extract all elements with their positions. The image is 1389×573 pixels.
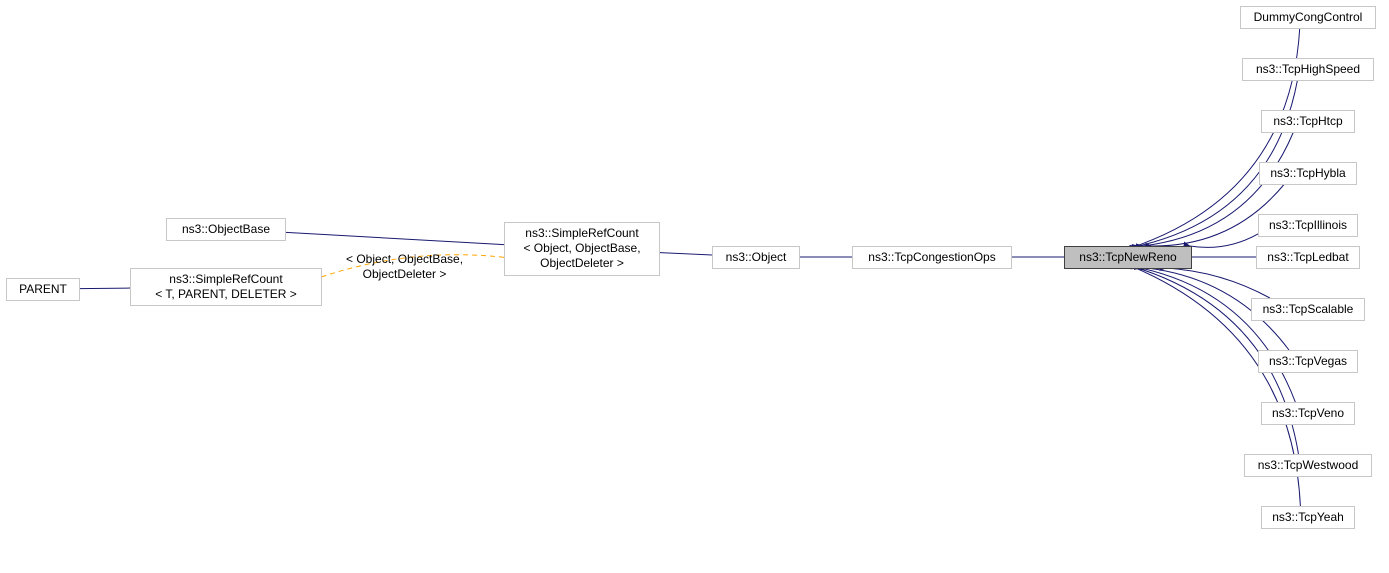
node-westwood[interactable]: ns3::TcpWestwood xyxy=(1244,454,1372,477)
edge-veno-to-newreno xyxy=(1141,268,1296,402)
node-newreno[interactable]: ns3::TcpNewReno xyxy=(1064,246,1192,269)
node-ledbat[interactable]: ns3::TcpLedbat xyxy=(1256,246,1360,269)
node-obj[interactable]: ns3::Object xyxy=(712,246,800,269)
edge-srct-to-parent xyxy=(80,288,130,289)
node-dummy[interactable]: DummyCongControl xyxy=(1240,6,1376,29)
inheritance-diagram: PARENT ns3::SimpleRefCount < T, PARENT, D… xyxy=(0,0,1389,573)
edge-srco-to-objbase xyxy=(286,232,504,244)
node-htcp[interactable]: ns3::TcpHtcp xyxy=(1261,110,1355,133)
edge-illinois-to-newreno xyxy=(1190,234,1258,248)
node-hybla[interactable]: ns3::TcpHybla xyxy=(1259,162,1357,185)
node-yeah[interactable]: ns3::TcpYeah xyxy=(1261,506,1355,529)
node-veno[interactable]: ns3::TcpVeno xyxy=(1261,402,1355,425)
node-illinois[interactable]: ns3::TcpIllinois xyxy=(1258,214,1358,237)
node-scalable[interactable]: ns3::TcpScalable xyxy=(1251,298,1365,321)
node-congops[interactable]: ns3::TcpCongestionOps xyxy=(852,246,1012,269)
edge-obj-to-srco xyxy=(660,253,712,255)
node-vegas[interactable]: ns3::TcpVegas xyxy=(1258,350,1358,373)
edge-scalable-to-newreno xyxy=(1166,268,1270,298)
node-srct[interactable]: ns3::SimpleRefCount < T, PARENT, DELETER… xyxy=(130,268,322,306)
node-highspeed[interactable]: ns3::TcpHighSpeed xyxy=(1242,58,1374,81)
node-srco[interactable]: ns3::SimpleRefCount < Object, ObjectBase… xyxy=(504,222,660,276)
node-objbase[interactable]: ns3::ObjectBase xyxy=(166,218,286,241)
node-parent[interactable]: PARENT xyxy=(6,278,80,301)
edge-label-template_args: < Object, ObjectBase, ObjectDeleter > xyxy=(346,252,463,282)
